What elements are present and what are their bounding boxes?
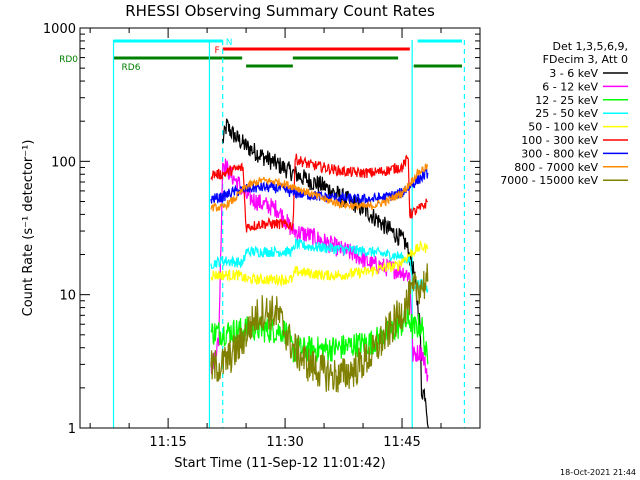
legend-entry-label: 3 - 6 keV <box>549 67 598 80</box>
y-tick-label: 10 <box>59 289 76 304</box>
legend-entry-label: 25 - 50 keV <box>535 107 598 120</box>
x-axis-label: Start Time (11-Sep-12 11:01:42) <box>174 456 385 471</box>
x-axis: 11:15 11:30 11:45 <box>89 28 481 450</box>
x-tick-label: 11:15 <box>149 435 186 450</box>
flag-label-n: N <box>226 38 233 48</box>
x-tick-label: 11:30 <box>266 435 303 450</box>
y-axis-label: Count Rate (s⁻¹ detector⁻¹) <box>21 140 36 317</box>
series-line-800-7000-kev <box>210 163 429 212</box>
flag-label-rd0: RD0 <box>59 55 78 65</box>
legend-entry-label: 7000 - 15000 keV <box>500 174 598 187</box>
legend-entry-label: 6 - 12 keV <box>542 80 598 93</box>
flag-bars: NF RD0 RD6 <box>59 38 462 73</box>
legend-entry-label: 50 - 100 keV <box>528 121 598 134</box>
x-tick-label: 11:45 <box>383 435 420 450</box>
legend: Det 1,3,5,6,9,FDecim 3, Att 03 - 6 keV6 … <box>500 40 628 187</box>
legend-header: Det 1,3,5,6,9, <box>552 40 628 53</box>
legend-entry-label: 100 - 300 keV <box>521 134 598 147</box>
plot-frame <box>79 27 481 429</box>
chart-title: RHESSI Observing Summary Count Rates <box>125 2 435 20</box>
legend-header: FDecim 3, Att 0 <box>543 53 628 66</box>
series-line-50-100-kev <box>210 239 429 287</box>
y-axis: 1 10 100 1000 <box>43 22 480 437</box>
legend-entry-label: 12 - 25 keV <box>535 94 598 107</box>
flag-label-rd6: RD6 <box>122 63 141 73</box>
series-line-25-50-kev <box>210 237 429 293</box>
legend-entry-label: 300 - 800 keV <box>521 147 598 160</box>
series-line-12-25-kev <box>210 308 429 365</box>
y-tick-label: 1000 <box>43 22 76 37</box>
series-line-7000-15000-kev <box>210 263 429 393</box>
flag-label-f: F <box>215 46 220 56</box>
y-tick-label: 1 <box>68 422 76 437</box>
attenuator-lines <box>112 40 466 428</box>
timestamp: 18-Oct-2021 21:44 <box>560 468 636 477</box>
y-tick-label: 100 <box>51 155 76 170</box>
legend-entry-label: 800 - 7000 keV <box>514 161 598 174</box>
series-lines <box>210 118 430 428</box>
series-line-3-6-kev <box>222 118 430 428</box>
series-line-100-300-kev <box>210 153 428 233</box>
